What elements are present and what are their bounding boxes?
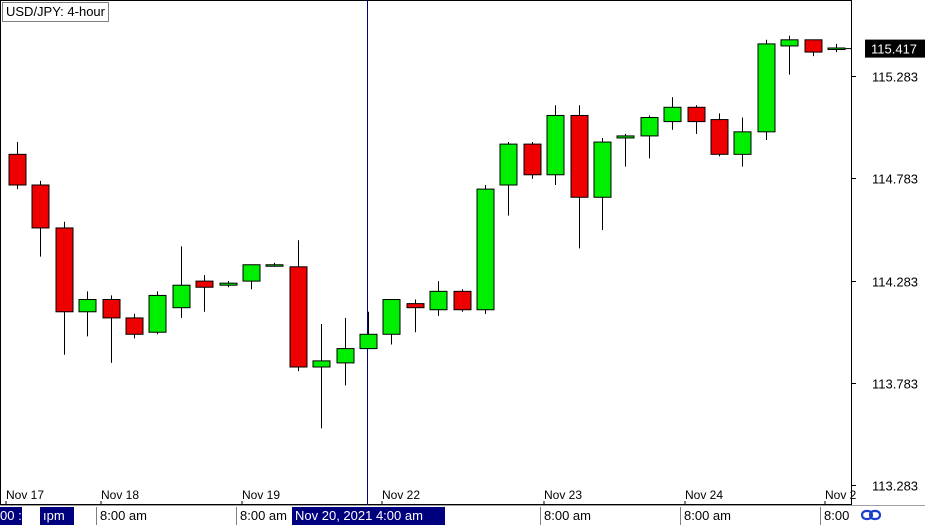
candle-body [336,348,355,364]
x-tick-label: Nov 18 [101,488,139,502]
candle-body [102,299,121,319]
time-cell-2: 8:00 am [96,507,240,525]
candle-body [148,294,167,333]
x-tick-label: Nov 19 [242,488,280,502]
candle-body [55,227,74,313]
candle-body [172,284,191,309]
candle-body [195,280,214,288]
candle-body [499,143,518,186]
candle-body [265,264,284,267]
candle-body [429,290,448,311]
candle-body [8,153,27,186]
candle-body [593,141,612,198]
candle-body [78,299,97,313]
symbol-label: USD/JPY: 4-hour [2,2,109,22]
x-tick-label: Nov 17 [6,488,44,502]
candle-body [242,264,261,282]
candle-body [382,299,401,335]
y-tick-label: 114.283 [872,275,918,290]
candle-body [663,106,682,123]
candle-body [640,117,659,137]
time-cell-3: 8:00 am [236,507,294,525]
time-cell-0: 00 : [0,507,22,525]
y-tick-label: 113.783 [872,377,918,392]
y-tick-label: 113.283 [872,479,918,494]
candle-body [827,47,846,50]
y-tick-label: 115.283 [872,70,918,85]
candle-body [312,360,331,368]
candle-body [546,114,565,176]
candle-body [359,333,378,350]
link-icon[interactable] [858,505,884,525]
candle-body [710,119,729,155]
time-cell-1: ıpm [40,507,74,525]
candle-body [219,282,238,286]
candle-body [476,188,495,311]
candle-body [757,43,776,133]
plot-area [0,0,852,505]
candle-body [733,131,752,155]
candle-body [687,106,706,123]
x-tick-label: Nov 2 [825,488,857,502]
candle-body [453,290,472,311]
bottom-time-bar: 00 : ıpm 8:00 am 8:00 am Nov 20, 2021 4:… [0,505,925,526]
time-cell-6: 8:00 am [680,507,824,525]
time-cell-5: 8:00 am [540,507,684,525]
candle-body [31,184,50,229]
candle-body [125,317,144,335]
candle-body [523,143,542,176]
candle-body [780,39,799,47]
candle-body [616,135,635,139]
price-badge [865,39,925,58]
x-tick-label: Nov 23 [544,488,582,502]
time-cell-7: 8:00 [820,507,858,525]
candle-body [406,303,425,309]
x-tick-label: Nov 24 [685,488,723,502]
crosshair-time-label: Nov 20, 2021 4:00 am [292,507,445,525]
x-tick-label: Nov 22 [382,488,420,502]
candle-body [289,266,308,368]
current-price-label: 115.417 [871,42,917,57]
candle-body [804,39,823,53]
y-tick-label: 114.783 [872,172,918,187]
candle-body [570,114,589,198]
